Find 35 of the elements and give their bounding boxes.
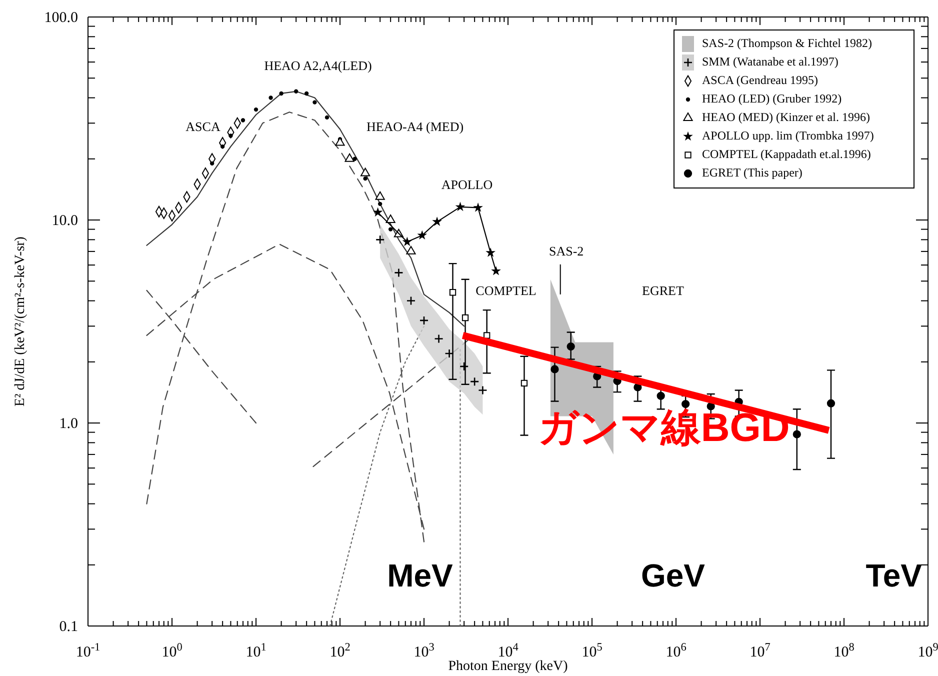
legend-label: HEAO (MED) (Kinzer et al. 1996) [702, 110, 870, 124]
legend-label: COMPTEL (Kappadath et.al.1996) [702, 146, 871, 161]
y-tick-label: 100.0 [44, 10, 78, 26]
annotation: GeV [640, 557, 706, 594]
x-tick-label: 10$^{9}$ [918, 642, 938, 661]
y-axis-title: E² dJ/dE (keV²/(cm²-s-keV-sr) [13, 236, 28, 406]
legend-label: APOLLO upp. lim (Trombka 1997) [702, 128, 874, 142]
annotation: HEAO A2,A4(LED) [264, 58, 372, 73]
annotation: SAS-2 [549, 243, 584, 258]
annotation: HEAO-A4 (MED) [366, 118, 464, 134]
y-tick-label: 0.1 [59, 618, 78, 635]
annotation: TeV [866, 557, 923, 594]
x-tick-label: 10$^{8}$ [834, 642, 855, 661]
x-tick-label: 10$^{4}$ [498, 642, 519, 661]
x-tick-label: 10$^{6}$ [666, 642, 687, 661]
x-tick-label: 10$^{2}$ [330, 642, 350, 661]
x-tick-label: 10$^{-1}$ [76, 642, 100, 661]
annotation: EGRET [642, 282, 684, 298]
annotation: COMPTEL [476, 282, 536, 298]
x-tick-label: 10$^{3}$ [414, 642, 435, 661]
annotation: MeV [387, 557, 454, 594]
x-axis-title: Photon Energy (keV) [448, 659, 568, 674]
annotation: APOLLO [441, 176, 493, 192]
x-tick-label: 10$^{7}$ [750, 642, 771, 661]
x-tick-label: 10$^{0}$ [162, 642, 183, 661]
legend-label: ASCA (Gendreau 1995) [702, 72, 818, 87]
y-tick-label: 1.0 [59, 416, 78, 432]
legend-label: SAS-2 (Thompson & Fichtel 1982) [702, 36, 872, 50]
x-tick-label: 10$^{5}$ [582, 642, 603, 661]
legend-label: EGRET (This paper) [702, 165, 802, 180]
legend-label: HEAO (LED) (Gruber 1992) [702, 91, 842, 106]
legend-label: SMM (Watanabe et al.1997) [702, 54, 838, 68]
annotation: ASCA [186, 118, 221, 134]
x-tick-label: 10$^{1}$ [246, 642, 266, 661]
y-tick-label: 10.0 [52, 212, 78, 229]
